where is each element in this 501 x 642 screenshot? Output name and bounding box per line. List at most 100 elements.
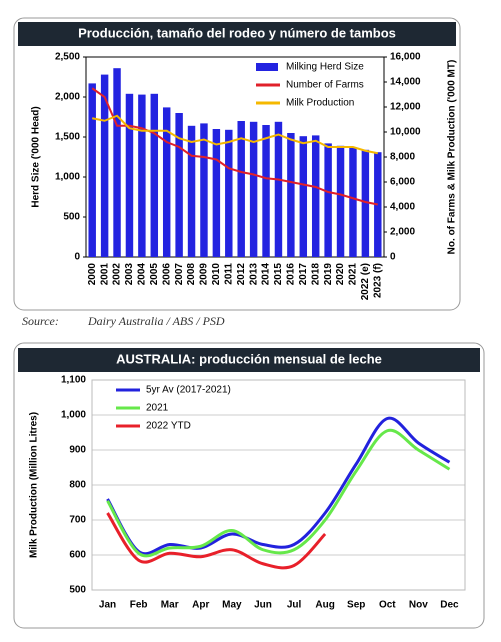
bar xyxy=(324,143,332,257)
x-tick-label: Nov xyxy=(409,600,428,611)
y-tick-label: 1,000 xyxy=(55,172,80,183)
y-tick-label: 500 xyxy=(63,212,80,223)
x-tick-label: 2010 xyxy=(211,263,222,286)
x-tick-label: Mar xyxy=(161,600,179,611)
chart-title: Producción, tamaño del rodeo y número de… xyxy=(78,25,396,40)
legend-label: 5yr Av (2017-2021) xyxy=(146,385,231,396)
x-tick-label: 2005 xyxy=(149,263,160,286)
bar xyxy=(374,152,382,257)
x-tick-label: Dec xyxy=(440,600,459,611)
bar xyxy=(361,149,370,257)
bar xyxy=(225,129,233,257)
y2-tick-label: 10,000 xyxy=(390,127,421,138)
y2-tick-label: 12,000 xyxy=(390,102,421,113)
bar xyxy=(212,129,221,257)
bar xyxy=(262,125,270,257)
y2-tick-label: 0 xyxy=(390,252,396,263)
y-tick-label: 1,500 xyxy=(55,132,80,143)
x-tick-label: 2002 xyxy=(112,263,123,286)
y-tick-label: 2,500 xyxy=(55,52,80,63)
bar xyxy=(311,135,320,257)
x-tick-label: Aug xyxy=(315,600,334,611)
y-tick-label: 1,000 xyxy=(61,410,86,421)
y2-tick-label: 16,000 xyxy=(390,52,421,63)
x-tick-label: 2003 xyxy=(124,263,135,286)
x-tick-label: 2022 (e) xyxy=(360,263,371,300)
bar xyxy=(274,121,283,257)
title-bar xyxy=(18,348,480,372)
bar xyxy=(162,107,171,258)
y-tick-label: 900 xyxy=(69,445,86,456)
y-tick-label: 0 xyxy=(74,252,80,263)
y-tick-label: 700 xyxy=(69,515,86,526)
y2-tick-label: 8,000 xyxy=(390,152,415,163)
x-tick-label: 2018 xyxy=(310,263,321,286)
x-tick-label: 2000 xyxy=(87,263,98,286)
plot-border xyxy=(85,56,385,258)
source-label: Source: xyxy=(22,314,59,328)
x-tick-label: Jun xyxy=(254,600,272,611)
x-tick-label: 2011 xyxy=(223,263,234,285)
x-tick-label: May xyxy=(222,600,242,611)
x-tick-label: 2009 xyxy=(199,263,210,286)
y-tick-label: 1,100 xyxy=(61,375,86,386)
bar xyxy=(249,121,258,257)
bar xyxy=(349,147,357,257)
bar xyxy=(187,125,196,257)
y-tick-label: 600 xyxy=(69,550,86,561)
legend-label: 2022 YTD xyxy=(146,421,191,432)
x-tick-label: 2001 xyxy=(99,263,110,286)
plot-border xyxy=(91,379,466,591)
x-tick-label: 2019 xyxy=(323,263,334,286)
legend-label: Number of Farms xyxy=(286,80,364,91)
bar xyxy=(150,93,159,257)
bar xyxy=(113,68,121,257)
series-line xyxy=(91,87,378,206)
bar xyxy=(125,93,134,257)
x-tick-label: 2007 xyxy=(174,263,185,286)
legend-swatch xyxy=(256,63,278,71)
series-line xyxy=(106,512,327,570)
bar xyxy=(336,145,345,257)
legend-label: 2021 xyxy=(146,403,169,414)
frame xyxy=(13,17,461,311)
x-tick-label: Sep xyxy=(347,600,365,611)
x-tick-label: 2015 xyxy=(273,263,284,286)
series-line xyxy=(106,428,451,558)
bar xyxy=(100,74,109,257)
bar xyxy=(175,113,183,257)
x-tick-label: 2020 xyxy=(335,263,346,286)
x-tick-label: 2004 xyxy=(137,263,148,286)
x-tick-label: 2023 (f) xyxy=(372,263,383,298)
chart-title: AUSTRALIA: producción mensual de leche xyxy=(116,351,382,366)
title-bar xyxy=(18,22,456,46)
y-tick-label: 2,000 xyxy=(55,92,80,103)
bar xyxy=(200,123,208,258)
x-tick-label: 2008 xyxy=(186,263,197,286)
x-tick-label: 2006 xyxy=(161,263,172,286)
x-tick-label: 2014 xyxy=(261,263,272,286)
x-tick-label: Oct xyxy=(379,600,396,611)
y2-tick-label: 14,000 xyxy=(390,77,421,88)
bar xyxy=(138,94,146,257)
y-axis-label: Herd Size ('000 Head) xyxy=(31,106,42,207)
bar xyxy=(287,133,295,257)
series-line xyxy=(106,416,451,556)
y-tick-label: 500 xyxy=(69,585,86,596)
y2-tick-label: 2,000 xyxy=(390,227,415,238)
series-line xyxy=(92,114,378,155)
x-tick-label: 2012 xyxy=(236,263,247,286)
x-tick-label: Apr xyxy=(192,600,209,611)
x-tick-label: Jan xyxy=(99,600,116,611)
bar xyxy=(88,83,96,258)
x-tick-label: 2021 xyxy=(348,263,359,286)
y-axis-label: Milk Production (Million Litres) xyxy=(29,412,40,558)
y2-tick-label: 6,000 xyxy=(390,177,415,188)
legend-label: Milking Herd Size xyxy=(286,62,364,73)
source: Dairy Australia / ABS / PSD xyxy=(87,314,225,328)
legend-label: Milk Production xyxy=(286,98,354,109)
bar xyxy=(237,121,245,257)
y2-axis-label: No. of Farms & Milk Production ('000 MT) xyxy=(447,60,458,255)
x-tick-label: Jul xyxy=(287,600,302,611)
